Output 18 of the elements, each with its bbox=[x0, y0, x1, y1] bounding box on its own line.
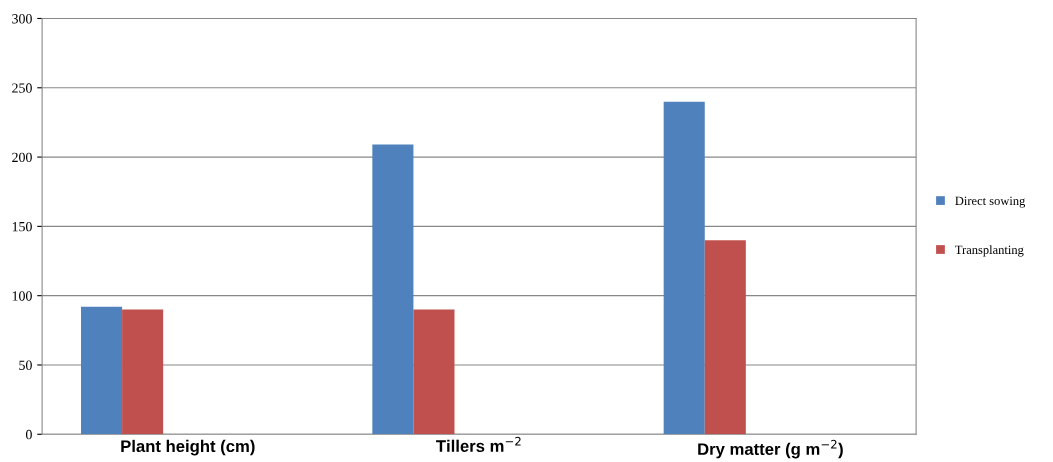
y-tick-label: 300 bbox=[12, 14, 32, 24]
legend-label: Transplanting bbox=[955, 245, 1024, 257]
bar bbox=[704, 240, 746, 435]
bar bbox=[81, 306, 123, 435]
bar bbox=[663, 101, 705, 435]
bar bbox=[372, 144, 414, 435]
x-tick-label: Dry matter (g m$^{−2}$) bbox=[698, 439, 843, 459]
bar bbox=[413, 309, 455, 435]
bar bbox=[122, 309, 164, 435]
y-tick-label: 250 bbox=[12, 83, 32, 93]
y-tick-label: 150 bbox=[12, 221, 32, 232]
y-tick-label: 200 bbox=[12, 152, 32, 163]
legend-label: Direct sowing bbox=[955, 196, 1026, 208]
y-tick-label: 0 bbox=[25, 429, 32, 440]
y-tick-label: 50 bbox=[19, 360, 32, 370]
y-tick-label: 100 bbox=[12, 291, 32, 301]
x-tick-label: Tillers m$^{−2}$ bbox=[436, 436, 521, 452]
x-tick-label: Plant height (cm) bbox=[121, 439, 255, 456]
